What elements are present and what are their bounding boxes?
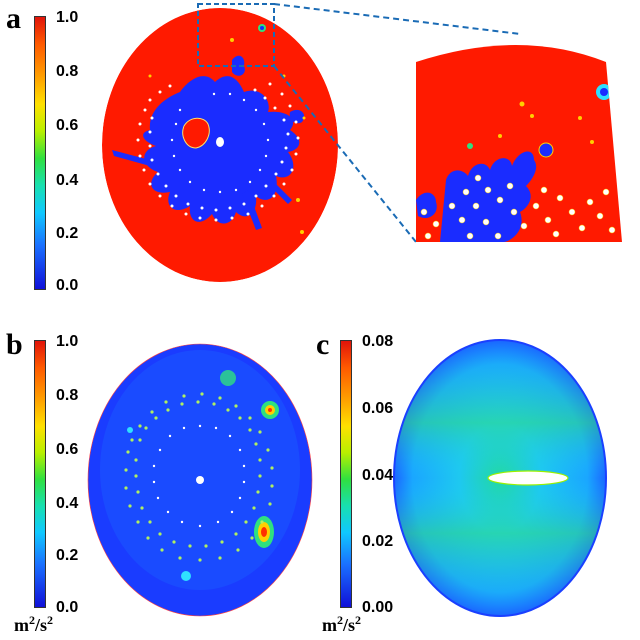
colorbar-b-unit: m2/s2 (14, 613, 54, 635)
colorbar-b-tick-6: 0.0 (56, 599, 79, 616)
colorbar-b-tick-4: 0.4 (56, 495, 79, 512)
panel-b-particles (124, 392, 274, 562)
panel-label-c: c (316, 328, 330, 361)
colorbar-a-tick-4: 0.4 (56, 172, 79, 189)
panel-label-b: b (6, 328, 23, 361)
colorbar-c-unit: m2/s2 (322, 613, 362, 635)
colorbar-c-tick-2: 0.06 (362, 400, 394, 417)
colorbar-b-tick-1: 1.0 (56, 333, 79, 350)
colorbar-a-tick-3: 0.6 (56, 117, 79, 134)
panel-a-zoom-inset (416, 45, 622, 242)
panel-a-specks (148, 24, 306, 234)
colorbar-c (340, 340, 352, 608)
colorbar-c-tick-1: 0.08 (362, 333, 394, 350)
panel-label-a: a (6, 2, 21, 35)
colorbar-b-tick-2: 0.8 (56, 387, 79, 404)
panel-c-disk (393, 339, 607, 617)
colorbar-b-tick-5: 0.2 (56, 547, 79, 564)
zoom-line-bottom (273, 65, 417, 243)
colorbar-c-tick-4: 0.02 (362, 533, 394, 550)
colorbar-c-tick-3: 0.04 (362, 467, 394, 484)
colorbar-a (34, 16, 46, 290)
panel-a-particles (136, 82, 300, 222)
colorbar-a-tick-1: 1.0 (56, 9, 79, 26)
panel-a-disk (102, 8, 338, 282)
colorbar-b-tick-3: 0.6 (56, 441, 79, 458)
colorbar-b (34, 340, 46, 608)
panel-b-disk (88, 344, 312, 616)
colorbar-a-tick-5: 0.2 (56, 225, 79, 242)
colorbar-a-tick-2: 0.8 (56, 63, 79, 80)
zoom-line-top (273, 3, 521, 35)
colorbar-c-tick-5: 0.00 (362, 599, 394, 616)
panel-c-crack (487, 470, 569, 486)
zoom-box (197, 3, 275, 67)
panel-a-blue-region (143, 76, 300, 224)
colorbar-a-tick-6: 0.0 (56, 277, 79, 294)
